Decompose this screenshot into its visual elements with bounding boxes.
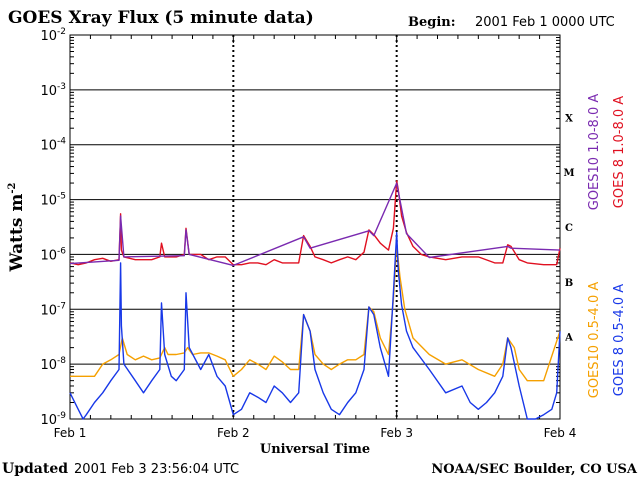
y-tick-base: 10 <box>40 358 57 373</box>
y-axis-label: Watts m-2 <box>7 182 27 272</box>
flare-class-labels: X M C B A <box>563 113 574 343</box>
series-line-1 <box>69 182 561 267</box>
y-tick-label-6: 10-8 <box>40 356 66 373</box>
legend-bottom-item-0: GOES10 0.5-4.0 A <box>587 282 602 399</box>
y-tick-label-2: 10-4 <box>40 137 66 154</box>
legend-right-item-0: GOES10 1.0-8.0 A <box>587 94 602 211</box>
updated-value: 2001 Feb 3 23:56:04 UTC <box>74 462 239 477</box>
y-tick-exp: -8 <box>57 356 66 366</box>
chart-title: GOES Xray Flux (5 minute data) <box>8 8 314 28</box>
y-tick-base: 10 <box>40 248 57 263</box>
footer-source: NOAA/SEC Boulder, CO USA <box>431 462 638 477</box>
y-axis: 10-210-310-410-510-610-710-810-9 <box>40 27 560 428</box>
y-tick-exp: -7 <box>57 301 66 311</box>
y-axis-label-exp: -2 <box>7 182 18 193</box>
data-series <box>69 180 561 420</box>
flare-class-x: X <box>565 113 573 124</box>
y-tick-label-0: 10-2 <box>40 27 66 44</box>
y-tick-label-4: 10-6 <box>40 246 66 263</box>
y-tick-exp: -2 <box>57 27 66 37</box>
y-tick-base: 10 <box>40 139 57 154</box>
updated-label: Updated <box>2 461 68 477</box>
y-tick-exp: -3 <box>57 82 66 92</box>
y-tick-base: 10 <box>40 29 57 44</box>
flare-class-c: C <box>565 223 573 234</box>
y-tick-base: 10 <box>40 194 57 209</box>
x-axis: Feb 1 Feb 2 Feb 3 Feb 4 <box>54 35 577 440</box>
legend-right: GOES10 1.0-8.0 A GOES 8 1.0-8.0 A <box>587 94 627 211</box>
y-tick-exp: -6 <box>57 246 66 256</box>
series-line-2 <box>70 244 561 382</box>
legend-right-item-1: GOES 8 1.0-8.0 A <box>612 96 627 208</box>
plot-frame <box>69 34 561 420</box>
x-tick-label-2: Feb 3 <box>380 426 413 440</box>
y-tick-exp: -4 <box>57 137 66 147</box>
y-tick-label-3: 10-5 <box>40 192 66 209</box>
begin-label: Begin: <box>408 15 456 30</box>
flare-class-a: A <box>564 333 573 344</box>
x-axis-label: Universal Time <box>260 442 370 457</box>
y-tick-exp: -5 <box>57 192 66 202</box>
y-tick-base: 10 <box>40 84 57 99</box>
y-tick-label-7: 10-9 <box>40 411 66 428</box>
y-tick-label-1: 10-3 <box>40 82 66 99</box>
legend-bottom-item-1: GOES 8 0.5-4.0 A <box>612 284 627 396</box>
y-tick-exp: -9 <box>57 411 66 421</box>
legend-bottom: GOES10 0.5-4.0 A GOES 8 0.5-4.0 A <box>587 282 627 399</box>
grid-lines <box>70 34 560 420</box>
x-tick-label-1: Feb 2 <box>217 426 250 440</box>
series-line-3 <box>69 231 561 420</box>
begin-value: 2001 Feb 1 0000 UTC <box>475 15 615 30</box>
y-axis-label-base: Watts m <box>7 194 27 273</box>
y-tick-base: 10 <box>40 303 57 318</box>
y-tick-base: 10 <box>40 413 57 428</box>
y-tick-label-5: 10-7 <box>40 301 66 318</box>
series-line-0 <box>69 180 561 266</box>
footer-updated: Updated 2001 Feb 3 23:56:04 UTC <box>2 461 239 477</box>
x-tick-label-3: Feb 4 <box>544 426 577 440</box>
x-tick-label-0: Feb 1 <box>54 426 87 440</box>
flare-class-b: B <box>565 278 573 289</box>
flare-class-m: M <box>563 168 574 179</box>
